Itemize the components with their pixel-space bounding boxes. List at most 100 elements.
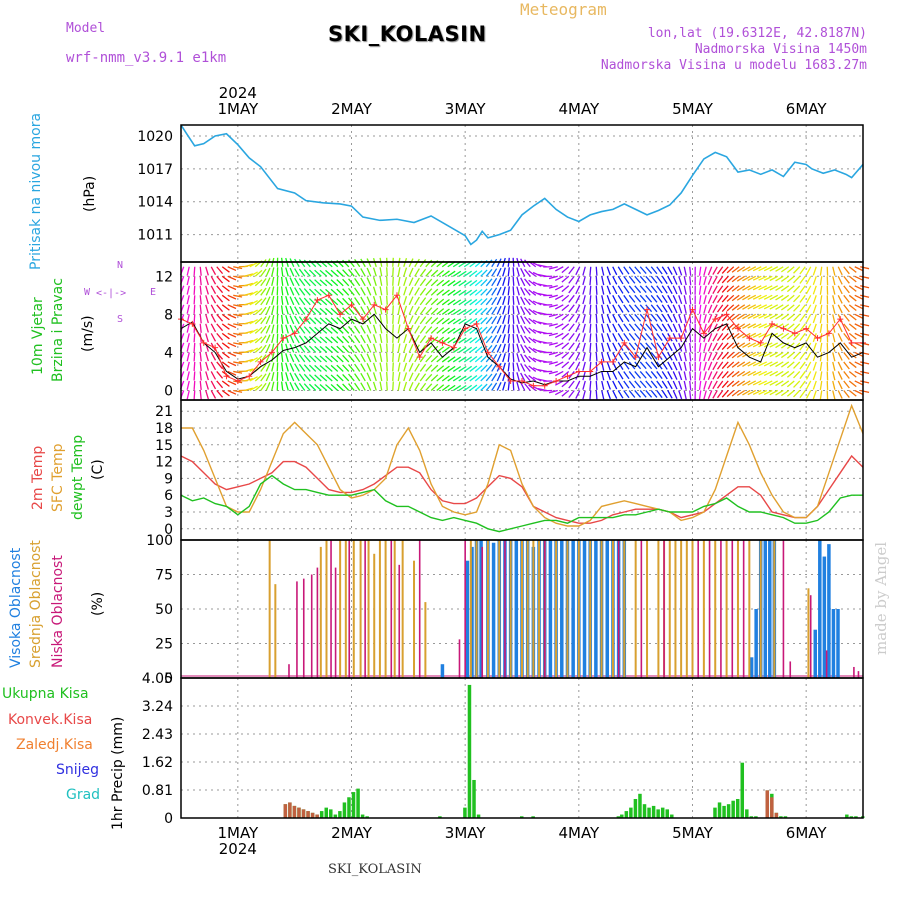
temp-2m-line: [180, 454, 864, 524]
wind-barb: [716, 275, 724, 284]
wind-barb: [408, 267, 414, 277]
wind-barb: [469, 327, 478, 334]
wind-barb: [561, 351, 570, 359]
cloud-low-bar: [857, 671, 860, 678]
wind-barb: [698, 390, 702, 400]
wind-barb: [672, 295, 678, 304]
wind-barb: [736, 389, 746, 396]
wind-barb: [480, 288, 488, 296]
wind-barb: [512, 276, 515, 286]
wind-barb: [314, 269, 322, 277]
wind-barb: [650, 323, 658, 332]
wind-barb: [408, 277, 414, 287]
wind-barb: [601, 390, 605, 400]
wind-barb: [689, 371, 692, 381]
wind-barb: [516, 324, 520, 334]
cloud-mid-bar: [555, 540, 558, 678]
precip-conv-bar: [288, 802, 292, 818]
wind-barb: [348, 287, 355, 296]
wind-barb: [294, 344, 300, 353]
wind-barb: [280, 267, 284, 277]
wind-barb: [606, 390, 611, 400]
wind-barb: [319, 355, 328, 363]
wind-barb: [683, 295, 687, 305]
wind-barb: [210, 295, 217, 304]
cloud-mid-bar: [538, 540, 541, 678]
wind-barb: [799, 380, 806, 389]
wind-barb: [210, 275, 217, 285]
wind-barb: [848, 389, 857, 397]
wind-barb: [780, 342, 790, 349]
wind-barb: [703, 380, 707, 390]
wind-compass-icon: <-|->: [96, 288, 127, 299]
wind-barb: [469, 336, 478, 344]
wind-barb: [617, 361, 624, 370]
wind-barb: [193, 361, 196, 371]
wind-barb: [819, 380, 823, 390]
wind-barb: [414, 287, 420, 296]
wind-barb: [528, 289, 537, 296]
wind-barb: [463, 356, 473, 363]
wind-barb: [554, 351, 564, 358]
wind-barb: [532, 386, 542, 392]
wind-barb: [221, 275, 230, 283]
precip-total-bar: [642, 804, 647, 818]
wind-barb: [280, 305, 284, 315]
wind-barb: [703, 295, 707, 305]
wind-barb: [595, 295, 598, 305]
wind-barb: [308, 345, 317, 353]
wind-barb: [430, 355, 439, 363]
wind-barb: [379, 333, 383, 344]
wind-barb: [419, 316, 427, 325]
wind-barb: [639, 390, 647, 398]
wind-barb: [469, 279, 478, 287]
wind-barb: [661, 371, 668, 380]
wind-barb: [502, 296, 506, 306]
wind-barb: [612, 333, 618, 342]
wind-barb: [758, 294, 768, 300]
wind-barb: [205, 266, 209, 276]
wind-barb: [747, 313, 757, 320]
wind-barb: [524, 326, 531, 334]
wind-barb: [348, 316, 355, 325]
precip-grad-label: Grad: [66, 787, 101, 803]
wind-barb: [271, 267, 275, 277]
pressure-tick-label: 1014: [137, 195, 173, 211]
wind-barb: [843, 332, 850, 341]
cloud-mid-bar: [807, 588, 810, 678]
wind-barb: [793, 390, 801, 398]
wind-barb: [425, 259, 433, 268]
wind-barb: [561, 285, 570, 293]
wind-barb: [403, 267, 408, 277]
cloud-mid-bar: [352, 540, 355, 678]
wind-barb: [254, 279, 263, 287]
wind-barb: [656, 294, 663, 303]
wind-barb: [186, 380, 190, 390]
wind-barb: [308, 336, 317, 344]
wind-barb: [568, 342, 575, 351]
wind-barb: [667, 314, 673, 323]
wind-barb: [285, 334, 289, 344]
wind-barb: [575, 352, 581, 361]
wind-barb: [458, 375, 467, 382]
wind-barb: [752, 323, 762, 329]
wind-barb: [325, 336, 333, 344]
cloud-mid-bar: [600, 540, 603, 678]
wind-barb: [507, 286, 510, 296]
temp-sfc-line: [181, 403, 864, 527]
wind-barb: [683, 390, 687, 400]
wind-barb: [775, 389, 784, 396]
wind-barb: [742, 313, 751, 320]
wind-barb: [342, 354, 350, 363]
wind-barb: [747, 342, 757, 348]
wind-gust-marker: [655, 354, 662, 361]
wind-barb: [758, 370, 768, 376]
wind-barb: [568, 361, 575, 370]
wind-barb: [319, 374, 328, 382]
precip-total-bar: [342, 802, 347, 818]
wind-barb: [805, 266, 812, 276]
wind-barb: [698, 371, 702, 381]
wind-barb: [474, 365, 483, 372]
wind-barb: [360, 334, 366, 344]
